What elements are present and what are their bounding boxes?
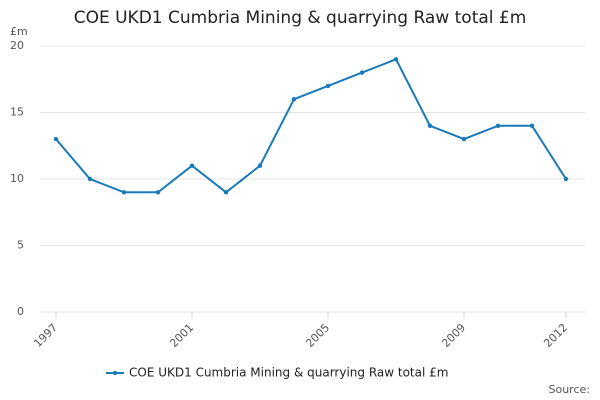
point xyxy=(563,176,569,182)
x-tick-label: 2009 xyxy=(439,321,468,350)
x-tick-label: 2005 xyxy=(303,321,332,350)
y-axis-label: £m xyxy=(10,25,28,38)
y-tick-label: 5 xyxy=(17,239,24,252)
point xyxy=(223,190,229,195)
point xyxy=(189,163,195,168)
point xyxy=(53,136,59,142)
source: Source: xyxy=(549,383,591,396)
point xyxy=(325,83,331,89)
x-tick-label: 2001 xyxy=(167,321,196,350)
point xyxy=(495,123,501,128)
point xyxy=(121,190,127,195)
legend-marker xyxy=(112,370,118,376)
point xyxy=(461,136,467,142)
y-tick-label: 10 xyxy=(10,172,24,185)
point xyxy=(87,176,93,182)
point xyxy=(155,190,161,195)
y-tick-label: 15 xyxy=(10,106,24,119)
legend-label: COE UKD1 Cumbria Mining & quarrying Raw … xyxy=(129,366,448,380)
point xyxy=(359,70,365,75)
x-tick-label: 1997 xyxy=(31,321,60,350)
point xyxy=(393,57,399,62)
x-tick-label: 2012 xyxy=(541,321,570,350)
chart-title: COE UKD1 Cumbria Mining & quarrying Raw … xyxy=(74,8,527,28)
y-tick-label: 0 xyxy=(17,305,24,318)
point xyxy=(257,163,263,168)
series-line xyxy=(55,58,567,194)
y-tick-label: 20 xyxy=(10,39,24,52)
point xyxy=(427,123,433,128)
point xyxy=(529,123,535,128)
point xyxy=(291,97,297,102)
